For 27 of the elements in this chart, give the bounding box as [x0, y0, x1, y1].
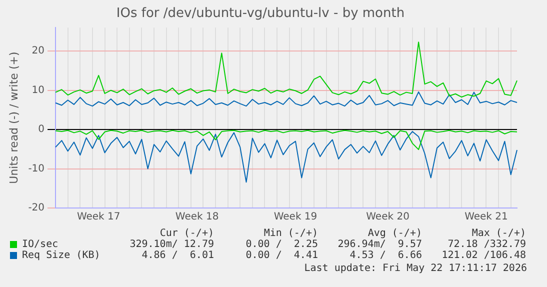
text: 4.53 / 6.66: [348, 250, 422, 261]
text: Min (-/+): [262, 228, 318, 239]
y-tick-label: 0: [38, 124, 45, 136]
y-tick-label: 20: [32, 46, 45, 57]
text: 4.86 / 6.01: [140, 250, 214, 261]
y-tick-label: -20: [28, 202, 45, 214]
text: 329.10m/ 12.79: [128, 239, 214, 250]
x-tick-label: Week 19: [274, 212, 318, 223]
text: 121.02 /106.48: [440, 250, 526, 261]
chart-title: IOs for /dev/ubuntu-vg/ubuntu-lv - by month: [116, 6, 405, 22]
y-tick-label: -10: [28, 163, 45, 174]
text: Cur (-/+): [158, 228, 214, 239]
x-tick-label: Week 17: [76, 212, 120, 223]
text: 0.00 / 2.25: [244, 239, 318, 250]
text: 296.94m/ 9.57: [336, 239, 422, 250]
text: Avg (-/+): [366, 228, 422, 239]
y-tick-label: 10: [32, 84, 45, 96]
text: Last update: Fri May 22 17:11:17 2026: [304, 263, 527, 274]
legend-label: IO/sec: [22, 239, 58, 250]
x-tick-label: Week 21: [464, 212, 508, 223]
x-tick-label: Week 20: [366, 212, 410, 223]
x-tick-label: Week 18: [175, 212, 219, 223]
legend-label: Req Size (KB): [22, 250, 100, 261]
y-axis-title: Units read (-) / write (+): [7, 52, 20, 184]
text: Max (-/+): [470, 228, 526, 239]
text: 0.00 / 4.41: [244, 250, 318, 261]
text: 72.18 /332.79: [446, 239, 526, 250]
